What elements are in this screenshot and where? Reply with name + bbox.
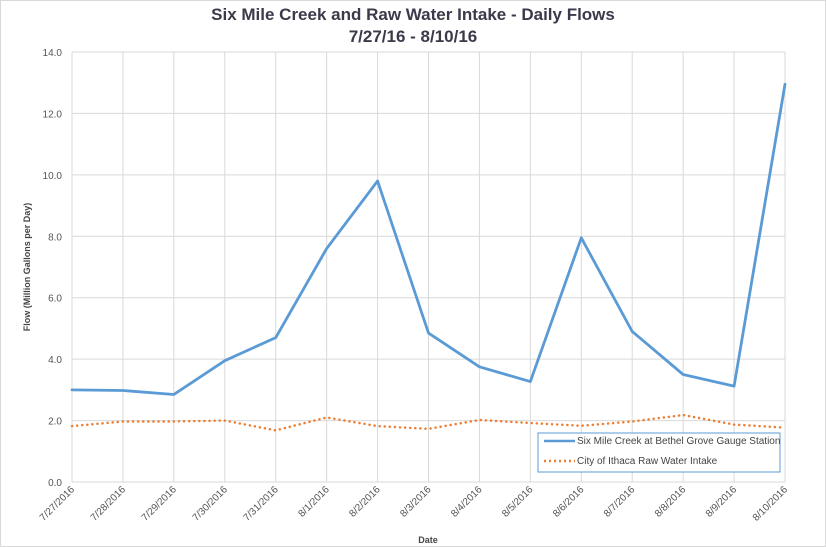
x-axis-label: Date [418, 535, 438, 545]
y-tick-label: 12.0 [43, 109, 63, 120]
legend: Six Mile Creek at Bethel Grove Gauge Sta… [537, 432, 781, 473]
y-tick-label: 8.0 [48, 232, 62, 243]
y-tick-label: 0.0 [48, 478, 62, 489]
y-tick-label: 6.0 [48, 294, 62, 305]
legend-label-creek: Six Mile Creek at Bethel Grove Gauge Sta… [577, 436, 780, 447]
y-tick-label: 4.0 [48, 355, 62, 366]
legend-box [537, 432, 781, 473]
y-axis-ticks: 0.0 2.0 4.0 6.0 8.0 10.0 12.0 14.0 [43, 48, 63, 489]
y-tick-label: 10.0 [43, 171, 63, 182]
legend-label-intake: City of Ithaca Raw Water Intake [577, 456, 718, 467]
series-lines [70, 82, 787, 432]
gridlines [71, 51, 786, 483]
y-tick-label: 2.0 [48, 417, 62, 428]
chart-subtitle: 7/27/16 - 8/10/16 [349, 27, 478, 46]
y-axis-label: Flow (Million Gallons per Day) [22, 203, 32, 332]
y-tick-label: 14.0 [43, 48, 63, 59]
chart-title: Six Mile Creek and Raw Water Intake - Da… [211, 5, 615, 24]
